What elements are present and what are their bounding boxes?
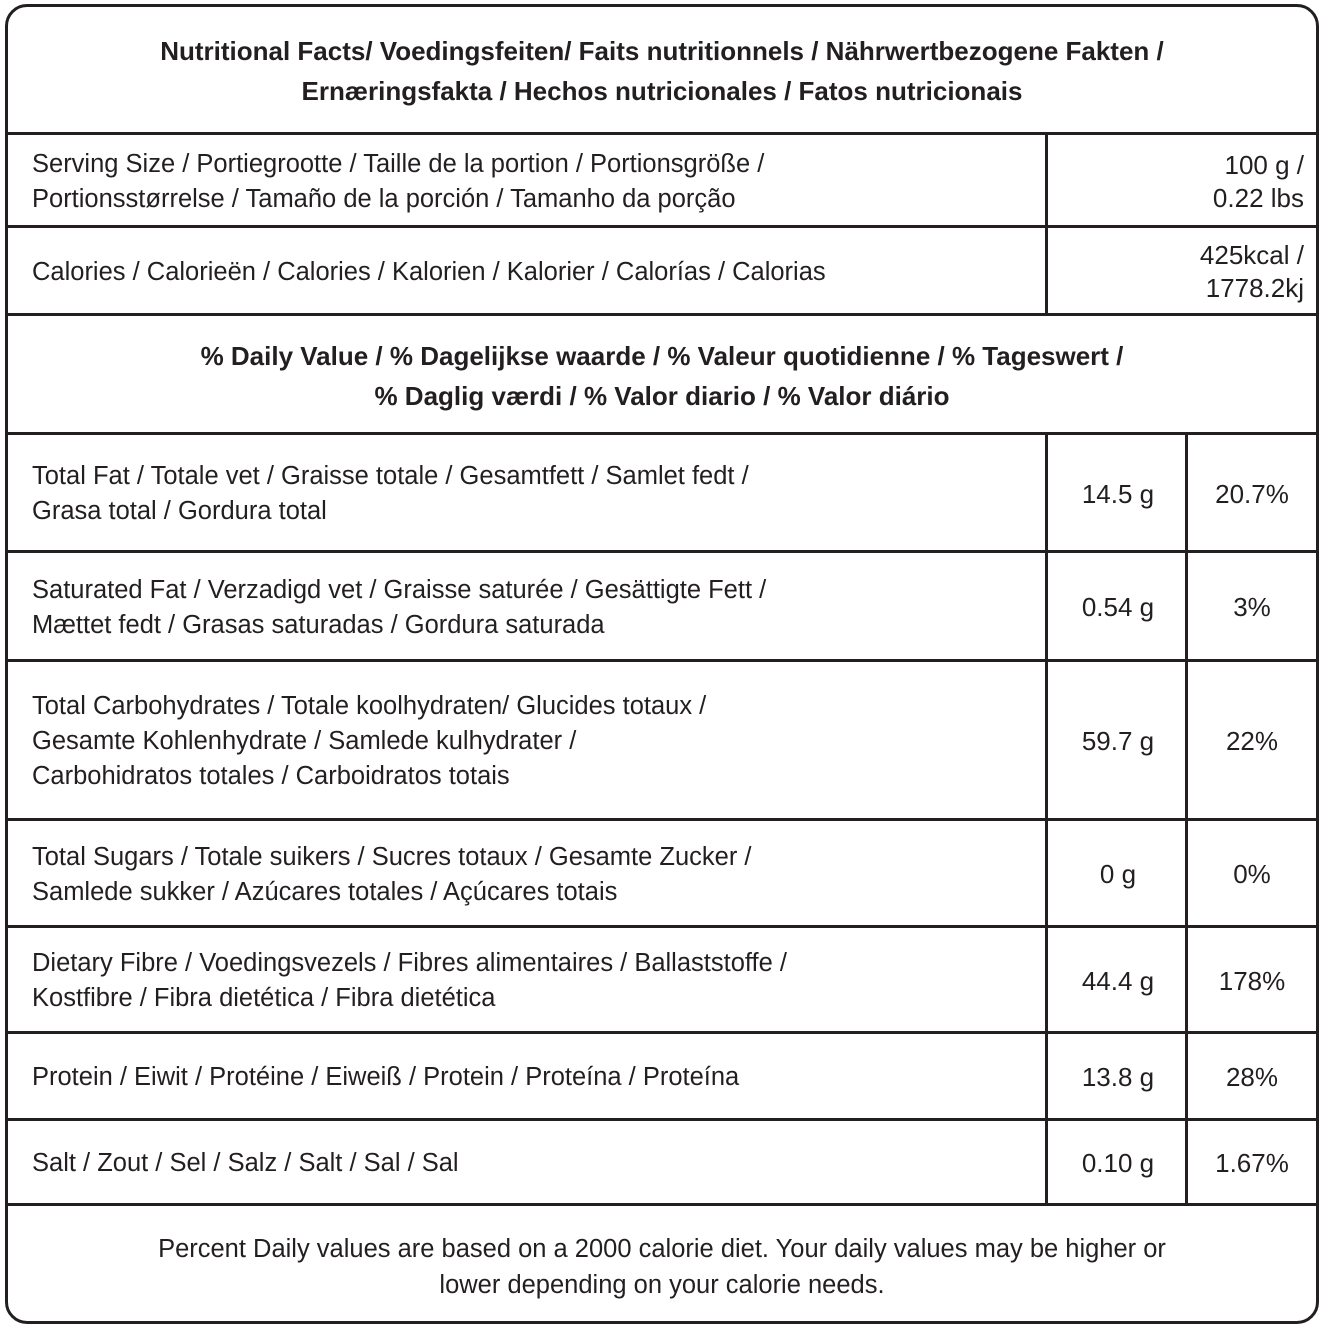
serving-value: 0.22 lbs xyxy=(1212,182,1304,213)
nutrient-label: Protein / Eiwit / Protéine / Eiweiß / Pr… xyxy=(32,1063,740,1091)
nutrient-label: Salt / Zout / Sel / Salz / Salt / Sal / … xyxy=(32,1149,459,1177)
nutrient-percent: 28% xyxy=(1185,1034,1316,1121)
nutrient-label: Mættet fedt / Grasas saturadas / Gordura… xyxy=(32,610,605,639)
nutrition-facts-label: Nutritional Facts/ Voedingsfeiten/ Faits… xyxy=(5,4,1319,1324)
daily-value-line: % Daglig værdi / % Valor diario / % Valo… xyxy=(374,380,950,411)
footer-line: lower depending on your calorie needs. xyxy=(439,1270,885,1299)
serving-size-row: Serving Size / Portiegrootte / Taille de… xyxy=(8,132,1316,228)
nutrient-amount: 14.5 g xyxy=(1045,435,1188,553)
calories-row: Calories / Calorieën / Calories / Kalori… xyxy=(8,225,1316,316)
nutrient-row: Protein / Eiwit / Protéine / Eiweiß / Pr… xyxy=(8,1031,1316,1121)
nutrient-amount: 0 g xyxy=(1045,821,1188,928)
title-line: Ernæringsfakta / Hechos nutricionales / … xyxy=(301,76,1023,106)
nutrient-label: Total Carbohydrates / Totale koolhydrate… xyxy=(32,692,707,720)
nutrient-label: Total Fat / Totale vet / Graisse totale … xyxy=(32,462,749,490)
serving-value: 100 g / xyxy=(1224,149,1304,180)
nutrient-row: Dietary Fibre / Voedingsvezels / Fibres … xyxy=(8,925,1316,1034)
footer-note: Percent Daily values are based on a 2000… xyxy=(8,1203,1316,1321)
nutrient-amount: 13.8 g xyxy=(1045,1034,1188,1121)
nutrient-percent: 178% xyxy=(1185,928,1316,1034)
nutrient-amount: 0.54 g xyxy=(1045,553,1188,662)
nutrient-row: Salt / Zout / Sel / Salz / Salt / Sal / … xyxy=(8,1118,1316,1206)
nutrient-percent: 3% xyxy=(1185,553,1316,662)
nutrient-label: Carbohidratos totales / Carboidratos tot… xyxy=(32,762,510,790)
nutrient-label: Samlede sukker / Azúcares totales / Açúc… xyxy=(32,877,618,906)
footer-line: Percent Daily values are based on a 2000… xyxy=(158,1234,1166,1263)
nutrient-amount: 0.10 g xyxy=(1045,1121,1188,1206)
title-line: Nutritional Facts/ Voedingsfeiten/ Faits… xyxy=(160,36,1164,66)
nutrient-percent: 20.7% xyxy=(1185,435,1316,553)
nutrient-label: Kostfibre / Fibra dietética / Fibra diet… xyxy=(32,984,496,1012)
nutrient-amount: 59.7 g xyxy=(1045,662,1188,821)
nutrient-row: Total Carbohydrates / Totale koolhydrate… xyxy=(8,659,1316,821)
serving-label: Portionsstørrelse / Tamaño de la porción… xyxy=(32,184,736,213)
nutrient-label: Grasa total / Gordura total xyxy=(32,497,327,525)
nutrient-row: Saturated Fat / Verzadigd vet / Graisse … xyxy=(8,550,1316,662)
nutrient-label: Dietary Fibre / Voedingsvezels / Fibres … xyxy=(32,949,787,977)
nutrient-row: Total Sugars / Totale suikers / Sucres t… xyxy=(8,818,1316,928)
nutrient-label: Gesamte Kohlenhydrate / Samlede kulhydra… xyxy=(32,727,577,755)
daily-value-header: % Daily Value / % Dagelijkse waarde / % … xyxy=(8,313,1316,435)
daily-value-line: % Daily Value / % Dagelijkse waarde / % … xyxy=(200,340,1124,371)
nutrient-amount: 44.4 g xyxy=(1045,928,1188,1034)
nutrient-label: Saturated Fat / Verzadigd vet / Graisse … xyxy=(32,575,767,604)
nutrient-percent: 22% xyxy=(1185,662,1316,821)
nutrient-percent: 0% xyxy=(1185,821,1316,928)
nutrient-label: Total Sugars / Totale suikers / Sucres t… xyxy=(32,842,752,871)
calories-value: 425kcal / xyxy=(1199,240,1304,270)
title: Nutritional Facts/ Voedingsfeiten/ Faits… xyxy=(8,7,1316,135)
calories-value: 1778.2kj xyxy=(1205,273,1304,303)
nutrient-row: Total Fat / Totale vet / Graisse totale … xyxy=(8,432,1316,553)
serving-label: Serving Size / Portiegrootte / Taille de… xyxy=(32,149,765,178)
calories-label: Calories / Calorieën / Calories / Kalori… xyxy=(32,257,826,286)
nutrient-percent: 1.67% xyxy=(1185,1121,1316,1206)
